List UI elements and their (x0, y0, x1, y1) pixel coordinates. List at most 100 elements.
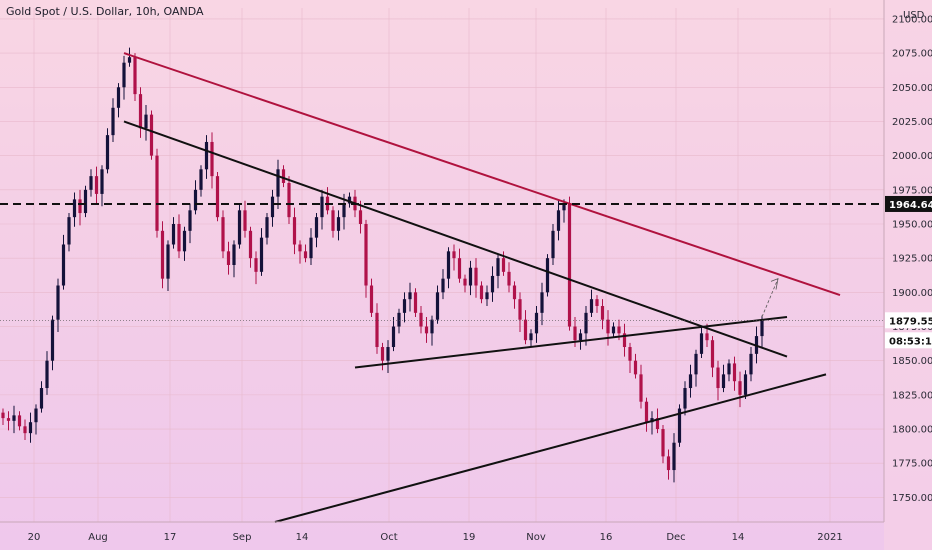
candle-body (622, 333, 627, 348)
candle-body (116, 87, 121, 108)
candle-body (72, 199, 77, 218)
candle-body (435, 292, 440, 320)
candle-body (265, 217, 269, 238)
candle-body (683, 388, 687, 409)
y-tick-label: 2100.000 (892, 14, 932, 25)
candle-body (237, 210, 242, 245)
candle-body (303, 251, 308, 259)
candle-body (122, 62, 126, 88)
candle-body (281, 169, 286, 183)
x-tick-label: 19 (463, 532, 476, 543)
candle-body (402, 299, 407, 313)
candle-body (369, 285, 374, 313)
candle-body (567, 203, 572, 327)
candle-body (661, 429, 665, 457)
candle-body (523, 319, 528, 341)
candle-body (1, 412, 5, 419)
candle-body (28, 422, 33, 434)
candle-body (518, 299, 522, 320)
candle-body (320, 196, 324, 218)
candle-body (166, 244, 170, 279)
candles (1, 47, 764, 483)
candle-body (732, 363, 737, 382)
price-axis-bg (884, 0, 932, 550)
projection-arrowhead (770, 278, 779, 290)
y-tick-label: 1975.000 (892, 185, 932, 196)
candle-body (391, 326, 396, 348)
candle-body (56, 285, 60, 320)
candle-body (760, 319, 764, 337)
candle-body (408, 292, 412, 300)
candle-body (292, 217, 297, 245)
candle-body (474, 267, 478, 286)
candle-body (611, 326, 616, 334)
candle-body (342, 203, 346, 218)
candle-body (314, 217, 319, 238)
candle-body (61, 244, 66, 286)
drawings (0, 52, 884, 523)
candle-body (182, 230, 187, 252)
x-tick-label: 17 (164, 532, 177, 543)
candle-body (628, 347, 632, 361)
y-tick-label: 2000.000 (892, 151, 932, 162)
candle-body (507, 271, 511, 286)
candle-body (688, 374, 693, 389)
candle-body (386, 347, 390, 361)
candle-body (39, 388, 44, 409)
x-tick-label: Aug (88, 532, 108, 543)
candle-body (78, 199, 82, 214)
candle-body (226, 251, 231, 265)
candle-body (677, 408, 682, 443)
level-tag: 1964.646 (889, 200, 932, 211)
candle-body (199, 169, 203, 190)
last-price-tag-bg (885, 312, 932, 329)
candle-body (188, 210, 192, 231)
countdown-tag: 08:53:13 (889, 336, 932, 347)
candle-body (375, 312, 379, 348)
candle-body (12, 415, 16, 421)
candle-body (111, 107, 115, 136)
countdown-tag-bg (885, 332, 932, 349)
candle-body (479, 285, 484, 300)
candle-body (248, 230, 253, 259)
candle-body (210, 141, 214, 177)
candle-body (639, 374, 643, 402)
candle-body (441, 278, 445, 293)
candle-body (17, 415, 22, 427)
candle-body (380, 347, 385, 361)
candle-body (721, 374, 726, 389)
candle-body (666, 456, 671, 471)
descending-trendline (123, 120, 788, 358)
candle-body (600, 306, 605, 320)
candle-body (413, 292, 418, 313)
candle-body (155, 155, 159, 231)
candle-body (655, 418, 660, 430)
y-axis-ticks: 1750.000 1775.000 1800.000 1825.000 1850.000… (892, 14, 932, 503)
candle-body (287, 182, 291, 218)
candle-body (215, 176, 220, 218)
candle-body (556, 210, 561, 231)
candle-body (468, 267, 473, 286)
candle-body (105, 135, 110, 170)
candle-body (540, 292, 544, 313)
price-tags: 1964.646 1879.552 08:53:13 (885, 195, 932, 349)
candle-body (347, 196, 352, 204)
x-tick-label: Dec (666, 532, 685, 543)
y-tick-label: 1750.000 (892, 493, 932, 504)
candle-body (364, 223, 368, 286)
candle-body (562, 203, 566, 211)
candle-body (705, 333, 709, 341)
currency-label: USD (903, 10, 925, 21)
candle-body (595, 299, 599, 307)
candle-body (50, 319, 55, 361)
x-axis-ticks: 20 Aug 17 Sep 14 Oct 19 Nov 16 Dec 14 2021 (28, 532, 843, 543)
neckline-trendline (354, 315, 788, 369)
candle-body (501, 258, 506, 272)
candle-body (490, 275, 495, 293)
candle-body (34, 408, 38, 423)
ascending-support-trendline (274, 373, 827, 523)
candle-body (243, 210, 247, 231)
x-tick-label: 20 (28, 532, 41, 543)
